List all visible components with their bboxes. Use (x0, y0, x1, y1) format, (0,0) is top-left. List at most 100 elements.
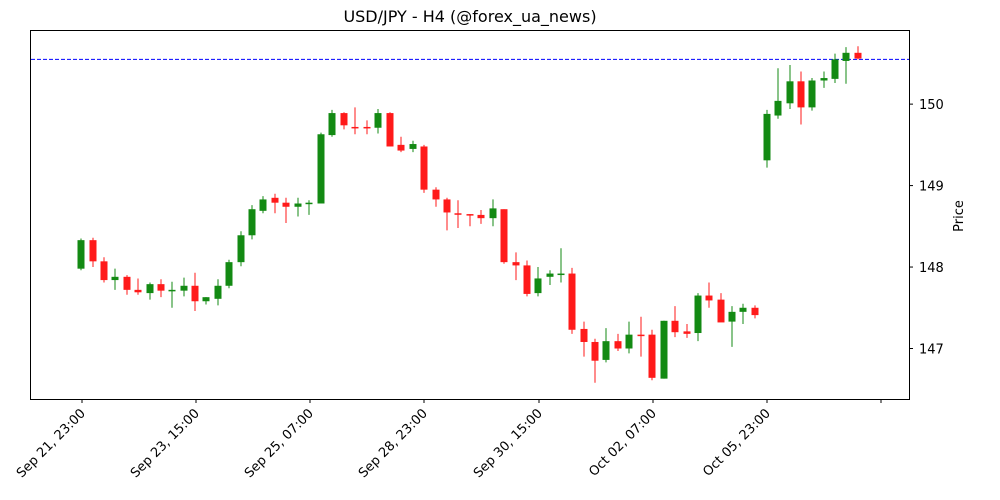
x-tick-label: Sep 28, 23:00 (356, 406, 431, 481)
candle-body (694, 295, 702, 334)
chart-title: USD/JPY - H4 (@forex_ua_news) (343, 7, 596, 27)
candle (89, 237, 97, 268)
candle-body (786, 81, 794, 104)
candle-body (111, 276, 119, 281)
candle-body (808, 80, 816, 108)
candle (694, 293, 702, 342)
candle-body (705, 295, 713, 301)
candle (248, 205, 256, 240)
candle-body (671, 320, 679, 333)
candle (191, 272, 199, 312)
candle (523, 260, 531, 297)
candle-body (751, 307, 759, 316)
y-tick-label: 148 (919, 261, 944, 276)
candle (534, 267, 542, 297)
candle (157, 279, 165, 298)
y-tick-label: 149 (919, 180, 944, 195)
candle-body (739, 307, 747, 312)
candle-body (763, 113, 771, 161)
candle (763, 109, 771, 168)
candle-body (454, 213, 462, 215)
candle-body (500, 209, 508, 263)
candle (77, 238, 85, 271)
candle-body (100, 261, 108, 281)
plot-area (31, 46, 909, 383)
candle (305, 200, 313, 215)
candle-body (432, 189, 440, 200)
candle-body (317, 134, 325, 204)
candle (397, 136, 405, 153)
candle-body (774, 100, 782, 116)
candle-body (477, 214, 485, 219)
candle (259, 196, 267, 214)
candle-body (214, 285, 222, 299)
candle (602, 328, 610, 363)
candle (739, 303, 747, 325)
candle-body (580, 328, 588, 342)
candle (580, 321, 588, 357)
candle (512, 252, 520, 281)
candle-body (271, 197, 279, 203)
candle (705, 282, 713, 308)
candle-body (351, 126, 359, 129)
candle (591, 338, 599, 383)
candle (328, 109, 336, 137)
candle-body (842, 52, 850, 61)
candle-body (191, 285, 199, 302)
x-tick-label: Sep 23, 15:00 (128, 406, 203, 481)
candle (317, 132, 325, 204)
candle (557, 248, 565, 283)
candle (237, 231, 245, 267)
candle-body (568, 273, 576, 330)
candle (625, 321, 633, 354)
candle (100, 257, 108, 283)
candle (751, 305, 759, 319)
candle (500, 209, 508, 264)
candle (831, 53, 839, 83)
candle (568, 267, 576, 334)
candle-body (602, 341, 610, 360)
candle-body (259, 199, 267, 211)
candle-body (294, 203, 302, 207)
candle (282, 197, 290, 224)
candle (683, 324, 691, 338)
candle (225, 259, 233, 289)
candle-body (420, 146, 428, 190)
candle-body (134, 289, 142, 293)
candle (420, 144, 428, 193)
candle (123, 275, 131, 295)
candle-body (717, 299, 725, 323)
candle-body (77, 240, 85, 269)
y-tick-label: 147 (919, 342, 944, 357)
candle-body (386, 113, 394, 147)
candle-body (831, 59, 839, 79)
x-tick-label: Oct 02, 07:00 (586, 406, 659, 479)
candle (820, 71, 828, 88)
candle-body (340, 113, 348, 126)
candle (728, 306, 736, 347)
candle (146, 282, 154, 300)
candle-body (683, 331, 691, 334)
candle (340, 112, 348, 130)
candle (168, 281, 176, 308)
candle-body (512, 262, 520, 266)
candle (214, 279, 222, 306)
candle-body (820, 78, 828, 81)
candle (374, 109, 382, 134)
candle (351, 107, 359, 135)
candle-body (180, 285, 188, 291)
candle-body (466, 214, 474, 216)
candle (808, 78, 816, 111)
y-tick-label: 150 (919, 98, 944, 113)
candle (786, 65, 794, 110)
candle (546, 270, 554, 285)
candle-body (409, 144, 417, 149)
candle (660, 320, 668, 379)
x-tick-label: Oct 05, 23:00 (700, 406, 773, 479)
candle-body (797, 81, 805, 108)
x-tick-label: Sep 21, 23:00 (14, 406, 89, 481)
candle (111, 268, 119, 290)
candle-body (305, 202, 313, 205)
x-tick-label: Sep 25, 07:00 (242, 406, 317, 481)
candle (202, 297, 210, 305)
